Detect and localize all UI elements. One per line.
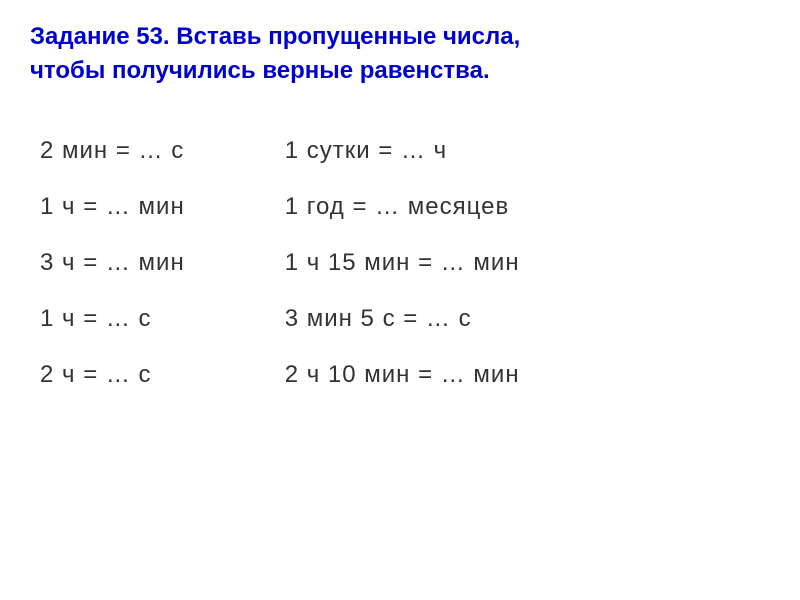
equation-row: 2 ч 10 мин = … мин <box>285 361 520 389</box>
equation-row: 1 сутки = … ч <box>285 137 520 165</box>
equation-row: 3 мин 5 с = … с <box>285 305 520 333</box>
left-column: 2 мин = … с 1 ч = … мин 3 ч = … мин 1 ч … <box>40 137 185 389</box>
equation-row: 1 ч = … с <box>40 305 185 333</box>
equation-row: 2 мин = … с <box>40 137 185 165</box>
equation-row: 1 ч 15 мин = … мин <box>285 249 520 277</box>
task-title: Задание 53. Вставь пропущенные числа, чт… <box>30 20 770 87</box>
equation-row: 3 ч = … мин <box>40 249 185 277</box>
equation-row: 1 ч = … мин <box>40 193 185 221</box>
equation-row: 1 год = … месяцев <box>285 193 520 221</box>
title-line-2: чтобы получились верные равенства. <box>30 57 490 84</box>
equation-row: 2 ч = … с <box>40 361 185 389</box>
title-line-1: Задание 53. Вставь пропущенные числа, <box>30 23 520 50</box>
right-column: 1 сутки = … ч 1 год = … месяцев 1 ч 15 м… <box>285 137 520 389</box>
equations-container: 2 мин = … с 1 ч = … мин 3 ч = … мин 1 ч … <box>30 137 770 389</box>
